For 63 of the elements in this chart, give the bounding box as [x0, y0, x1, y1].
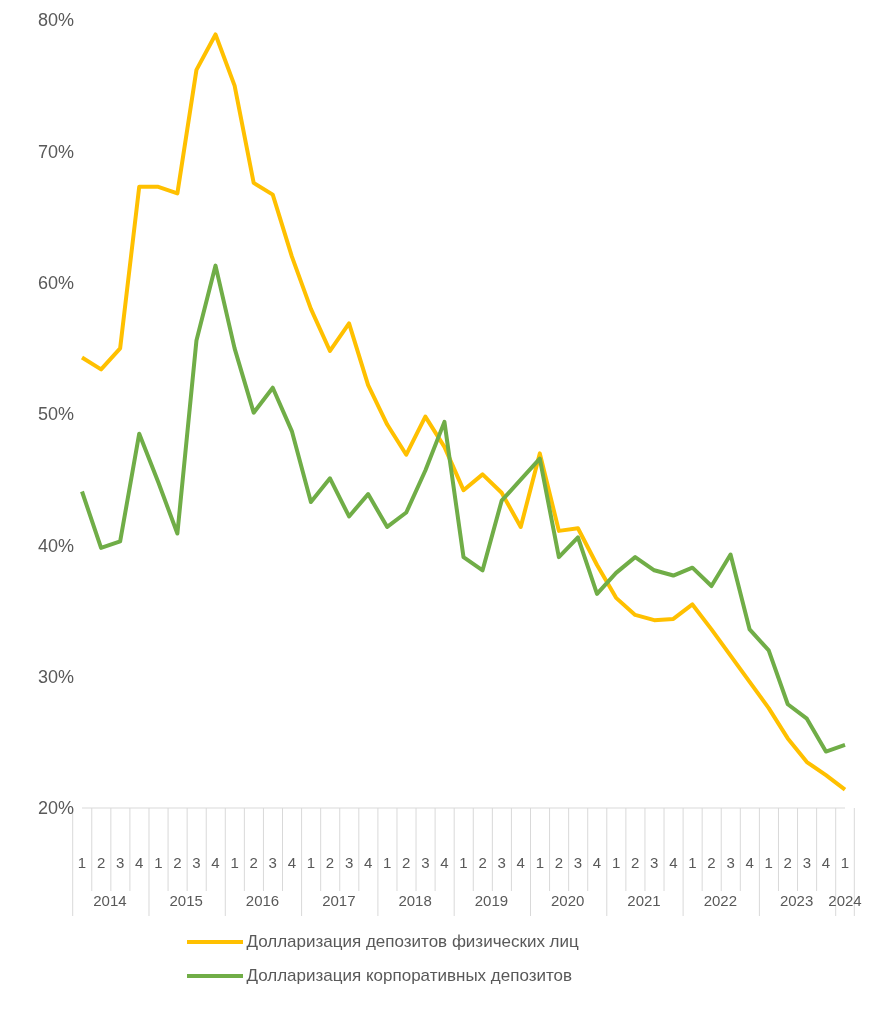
- x-tick-label: 4: [363, 854, 373, 871]
- x-tick-label: 3: [573, 854, 583, 871]
- legend-label: Долларизация корпоративных депозитов: [246, 966, 573, 986]
- line-series: [80, 263, 847, 754]
- y-tick-label: 30%: [37, 667, 74, 688]
- x-tick-label: 4: [211, 854, 220, 871]
- x-tick-label: 2: [249, 854, 258, 871]
- x-tick-label: 1: [840, 854, 850, 871]
- legend-label: Долларизация депозитов физических лиц: [246, 932, 579, 952]
- x-tick-label: 2: [96, 854, 106, 871]
- x-tick-label: 3: [802, 854, 812, 871]
- x-tick-label: 2: [631, 854, 640, 871]
- y-tick-label: 80%: [37, 10, 74, 31]
- y-tick-label: 60%: [37, 273, 74, 294]
- x-tick-label: 1: [154, 854, 163, 871]
- text: 2016: [245, 892, 280, 909]
- x-tick-label: 2: [325, 854, 335, 871]
- text: 2020: [551, 892, 585, 909]
- x-tick-label: 1: [77, 854, 87, 871]
- y-tick-label: 40%: [37, 535, 74, 556]
- x-tick-label: 4: [287, 854, 296, 871]
- x-tick-label: 2: [554, 854, 564, 871]
- x-tick-label: 3: [344, 854, 354, 871]
- x-tick-label: 1: [459, 854, 468, 871]
- x-tick-label: 1: [383, 854, 392, 871]
- x-tick-label: 1: [306, 854, 316, 871]
- y-tick-label: 20%: [37, 798, 74, 819]
- line-series: [80, 32, 847, 792]
- x-tick-label: 3: [650, 854, 659, 871]
- text: 2019: [474, 892, 509, 909]
- x-tick-label: 3: [115, 854, 125, 871]
- x-tick-label: 2: [783, 854, 792, 871]
- x-tick-label: 4: [516, 854, 525, 871]
- y-tick-label: 70%: [37, 141, 74, 162]
- x-tick-label: 3: [726, 854, 735, 871]
- x-tick-label: 1: [688, 854, 697, 871]
- x-tick-label: 1: [611, 854, 621, 871]
- x-tick-label: 4: [821, 854, 831, 871]
- text: 2021: [627, 892, 661, 909]
- x-tick-label: 3: [497, 854, 506, 871]
- x-tick-label: 3: [421, 854, 430, 871]
- y-tick-label: 50%: [37, 404, 74, 425]
- x-tick-label: 4: [592, 854, 602, 871]
- x-tick-label: 2: [478, 854, 487, 871]
- text: 2022: [703, 892, 737, 909]
- text: 2017: [322, 892, 356, 909]
- x-tick-label: 3: [268, 854, 277, 871]
- x-tick-label: 1: [230, 854, 239, 871]
- x-tick-label: 2: [173, 854, 182, 871]
- x-tick-label: 1: [764, 854, 773, 871]
- x-tick-label: 4: [669, 854, 678, 871]
- text: 2014: [93, 892, 127, 909]
- x-tick-label: 2: [707, 854, 716, 871]
- x-tick-label: 4: [745, 854, 754, 871]
- x-tick-label: 4: [440, 854, 449, 871]
- x-tick-label: 4: [135, 854, 144, 871]
- text: 2015: [169, 892, 203, 909]
- x-tick-label: 2: [402, 854, 411, 871]
- text: 2018: [398, 892, 432, 909]
- text: 2024: [828, 892, 862, 909]
- x-tick-label: 3: [192, 854, 201, 871]
- text: 2023: [779, 892, 814, 909]
- x-tick-label: 1: [535, 854, 544, 871]
